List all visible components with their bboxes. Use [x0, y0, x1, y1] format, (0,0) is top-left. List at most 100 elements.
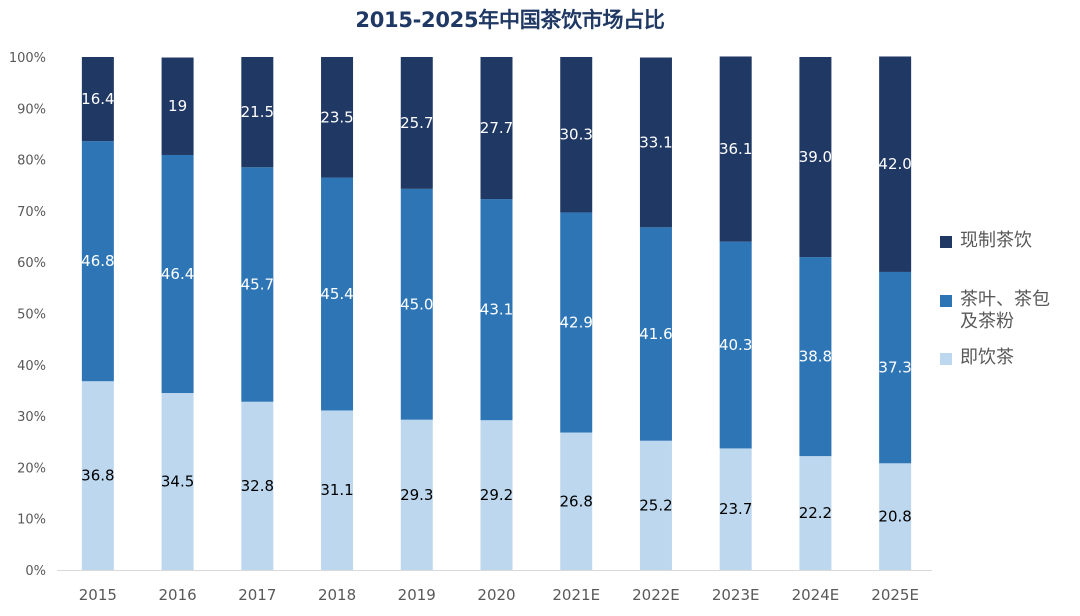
data-label: 45.4	[320, 285, 353, 303]
data-label: 21.5	[241, 103, 274, 121]
data-labels: 36.8 46.8 16.4 34.5 46.4 19 32.8 45.7 21.5 31.1 45…	[81, 90, 912, 526]
bar-segment	[321, 57, 354, 178]
x-tick-label: 2018	[318, 586, 356, 604]
bar-segment	[400, 57, 433, 189]
bar-segment	[161, 393, 194, 570]
data-label: 30.3	[560, 126, 593, 144]
x-tick-label: 2022E	[632, 586, 680, 604]
data-label: 29.3	[400, 486, 433, 504]
data-label: 36.1	[719, 140, 752, 158]
x-axis: 2015 2016 2017 2018 2019 2020 2021E 2022E 2023E 2…	[79, 586, 919, 604]
bar-segment	[161, 57, 194, 155]
bar-segment	[799, 57, 832, 258]
bar-segment	[241, 57, 274, 168]
legend-swatch	[940, 295, 952, 307]
data-label: 25.2	[639, 496, 672, 514]
data-label: 36.8	[81, 467, 114, 485]
x-tick-label: 2016	[158, 586, 196, 604]
bar-segment	[799, 257, 832, 457]
data-label: 42.0	[878, 155, 911, 173]
data-label: 41.6	[639, 325, 672, 343]
bar-segment	[719, 56, 752, 242]
x-tick-label: 2025E	[871, 586, 919, 604]
bar-segment	[879, 56, 912, 272]
bar-segment	[321, 410, 354, 570]
legend-item-fresh-tea: 现制茶饮	[940, 230, 1080, 252]
bar-segment	[321, 177, 354, 411]
bar-segment	[81, 57, 114, 142]
data-label: 38.8	[799, 348, 832, 366]
data-label: 46.8	[81, 252, 114, 270]
legend-label: 现制茶饮	[960, 230, 1032, 251]
bar-segment	[400, 419, 433, 570]
data-label: 23.5	[320, 108, 353, 126]
y-tick-label: 100%	[9, 51, 46, 66]
x-tick-label: 2015	[79, 586, 117, 604]
y-tick-label: 70%	[17, 205, 46, 220]
chart-title: 2015-2025年中国茶饮市场占比	[355, 8, 665, 32]
bar-segment	[719, 448, 752, 570]
bar-segment	[480, 199, 513, 421]
bar-segment	[560, 212, 593, 433]
bar-segment	[241, 401, 274, 570]
legend-swatch	[940, 236, 952, 248]
bar-segment	[81, 141, 114, 382]
x-tick-label: 2023E	[712, 586, 760, 604]
data-label: 42.9	[560, 313, 593, 331]
bar-segment	[161, 154, 194, 394]
bar-segment	[879, 271, 912, 464]
data-label: 29.2	[480, 486, 513, 504]
bar-segment	[719, 241, 752, 449]
data-label: 39.0	[799, 148, 832, 166]
x-tick-label: 2021E	[552, 586, 600, 604]
data-label: 46.4	[161, 265, 194, 283]
bar-segment	[560, 57, 593, 213]
bar-segment	[639, 57, 672, 228]
legend-label: 即饮茶	[960, 347, 1014, 368]
data-label: 37.3	[878, 359, 911, 377]
bar-segment	[639, 440, 672, 570]
bar-segment	[879, 463, 912, 570]
bar-segment	[560, 432, 593, 570]
bar-segment	[400, 188, 433, 420]
bar-segment	[480, 420, 513, 570]
x-tick-label: 2019	[398, 586, 436, 604]
data-label: 40.3	[719, 336, 752, 354]
data-label: 45.0	[400, 295, 433, 313]
data-label: 45.7	[241, 276, 274, 294]
data-label: 23.7	[719, 500, 752, 518]
data-label: 27.7	[480, 119, 513, 137]
data-label: 25.7	[400, 114, 433, 132]
bar-segment	[241, 167, 274, 402]
bar-segment	[639, 227, 672, 441]
x-tick-label: 2017	[238, 586, 276, 604]
x-tick-label: 2020	[477, 586, 515, 604]
y-tick-label: 30%	[17, 410, 46, 425]
bar-segment	[799, 456, 832, 570]
data-label: 34.5	[161, 473, 194, 491]
legend-swatch	[940, 353, 952, 365]
bars	[81, 56, 912, 570]
y-tick-label: 90%	[17, 102, 46, 117]
x-tick-label: 2024E	[792, 586, 840, 604]
data-label: 31.1	[320, 481, 353, 499]
y-tick-label: 0%	[25, 564, 46, 579]
y-tick-label: 80%	[17, 154, 46, 169]
data-label: 26.8	[560, 492, 593, 510]
bar-segment	[480, 57, 513, 200]
data-label: 32.8	[241, 477, 274, 495]
data-label: 16.4	[81, 90, 114, 108]
data-label: 20.8	[878, 508, 911, 526]
data-label: 19	[168, 97, 187, 115]
data-label: 33.1	[639, 133, 672, 151]
legend-item-tea-leaf-bag-powder: 茶叶、茶包及茶粉	[940, 289, 1060, 333]
legend-item-rtd-tea: 即饮茶	[940, 347, 1080, 369]
data-label: 43.1	[480, 301, 513, 319]
y-axis: 0% 10% 20% 30% 40% 50% 60% 70% 80% 90% 100%	[9, 51, 46, 579]
y-tick-label: 60%	[17, 256, 46, 271]
y-tick-label: 50%	[17, 308, 46, 323]
bar-segment	[81, 381, 114, 570]
data-label: 22.2	[799, 504, 832, 522]
legend-label: 茶叶、茶包及茶粉	[960, 289, 1050, 332]
